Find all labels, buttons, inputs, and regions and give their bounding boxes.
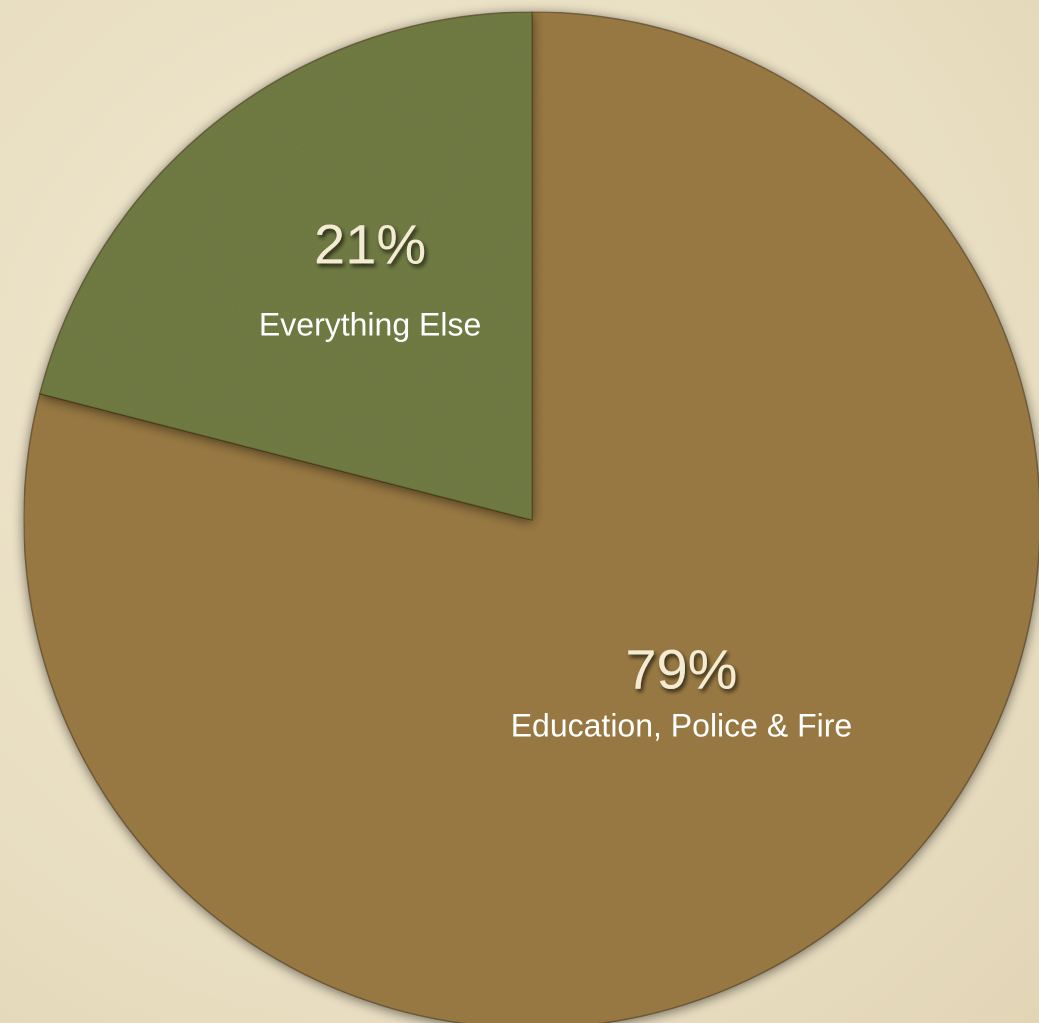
slice-category-label: Education, Police & Fire (511, 708, 853, 744)
slice-percent-label: 21% (314, 212, 426, 275)
pie-slices (23, 11, 1039, 1023)
slice-category-label: Everything Else (259, 306, 481, 342)
pie-labels: 79% Education, Police & Fire 21% Everything… (259, 212, 852, 743)
pie-slice-texture (39, 11, 533, 521)
pie-slice-texture (23, 11, 1039, 1023)
slice-percent-label: 79% (625, 638, 737, 701)
